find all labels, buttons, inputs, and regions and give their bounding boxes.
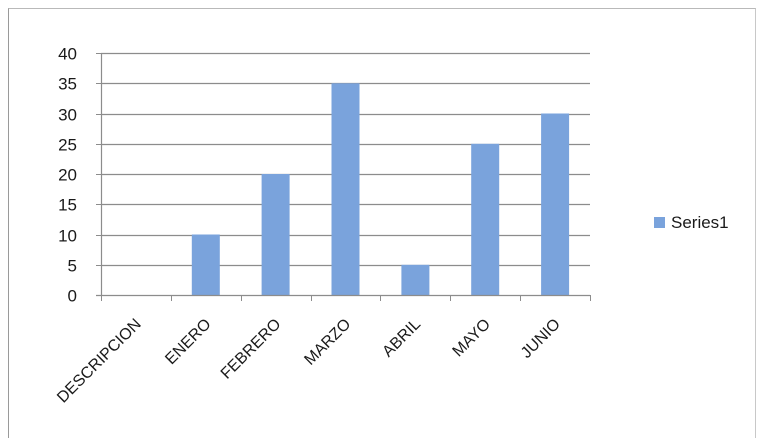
y-tick-label: 20 xyxy=(58,166,77,185)
bar-marzo xyxy=(331,83,360,296)
legend-swatch-series1 xyxy=(654,217,665,228)
x-category-label: ABRIL xyxy=(379,316,424,361)
y-tick-label: 10 xyxy=(58,227,77,246)
y-axis-tick-labels: 0 5 10 15 20 25 30 35 40 xyxy=(58,45,77,306)
legend: Series1 xyxy=(654,213,729,232)
bars xyxy=(191,83,570,296)
x-category-label: DESCRIPCION xyxy=(54,316,145,407)
bar-junio xyxy=(541,113,570,295)
legend-label-series1: Series1 xyxy=(671,213,729,232)
bar-abril xyxy=(401,264,430,296)
y-tick-label: 40 xyxy=(58,45,77,64)
bar-chart: 0 5 10 15 20 25 30 35 40 DESCRIPCION ENERO FEBRERO… xyxy=(54,45,729,407)
y-tick-label: 15 xyxy=(58,196,77,215)
x-category-label: MARZO xyxy=(301,316,354,369)
y-tick-label: 30 xyxy=(58,106,77,125)
axes xyxy=(96,53,591,301)
x-category-label: JUNIO xyxy=(518,316,564,362)
bar-febrero xyxy=(261,174,290,295)
x-axis-category-labels: DESCRIPCION ENERO FEBRERO MARZO ABRIL MAYO JUN… xyxy=(54,316,564,407)
x-category-label: FEBRERO xyxy=(218,316,285,383)
x-category-label: MAYO xyxy=(450,316,495,361)
y-tick-label: 5 xyxy=(68,257,77,276)
chart-frame xyxy=(8,8,756,438)
x-category-label: ENERO xyxy=(162,316,214,368)
bar-enero xyxy=(191,234,220,295)
y-tick-label: 25 xyxy=(58,136,77,155)
y-tick-label: 35 xyxy=(58,75,77,94)
y-tick-label: 0 xyxy=(68,287,77,306)
bar-mayo xyxy=(471,143,500,296)
